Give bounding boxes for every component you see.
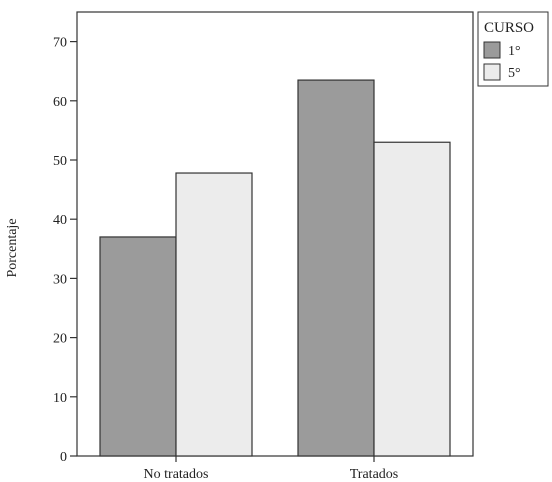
x-tick-label: No tratados	[144, 467, 209, 482]
y-tick-label: 20	[53, 332, 67, 347]
bar-no-tratados-series-1	[99, 236, 177, 457]
legend: CURSO 1° 5°	[477, 11, 549, 87]
y-tick-label: 40	[53, 213, 67, 228]
legend-swatch	[483, 63, 501, 81]
y-axis-label: Porcentaje	[5, 218, 20, 277]
y-tick-label: 70	[53, 36, 67, 51]
x-tick-label: Tratados	[350, 467, 399, 482]
y-axis: 0 10 20 30 40 50 60 70	[53, 36, 77, 465]
bar-tratados-series-1	[297, 79, 375, 457]
y-tick-label: 10	[53, 391, 67, 406]
y-tick-label: 60	[53, 95, 67, 110]
x-axis: No tratados Tratados	[144, 456, 399, 482]
legend-title: CURSO	[484, 20, 534, 36]
y-tick-label: 30	[53, 272, 67, 287]
bar-no-tratados-series-2	[175, 172, 253, 457]
legend-swatch	[483, 41, 501, 59]
legend-entry-label: 1°	[508, 44, 521, 59]
legend-entry-label: 5°	[508, 66, 521, 81]
bars	[99, 79, 451, 457]
y-tick-label: 0	[60, 450, 67, 465]
y-tick-label: 50	[53, 154, 67, 169]
bar-tratados-series-2	[373, 141, 451, 457]
